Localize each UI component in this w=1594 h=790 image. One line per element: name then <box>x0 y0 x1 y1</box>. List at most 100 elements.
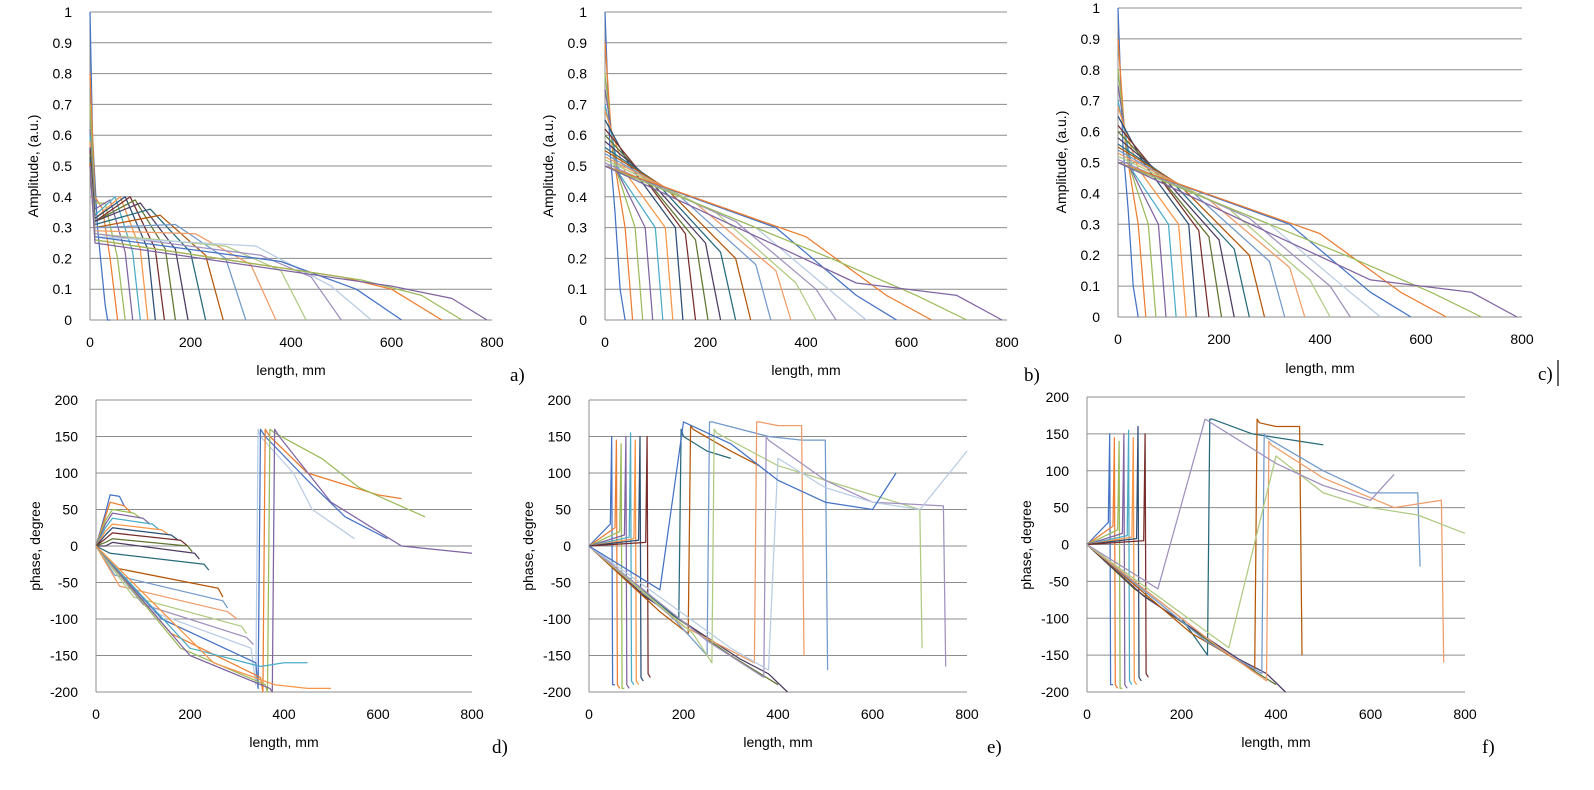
series-line-s4 <box>604 88 654 321</box>
series-line-s21 <box>89 165 488 321</box>
series-line-s10 <box>604 140 722 321</box>
y-tick-label: 0.8 <box>53 66 73 82</box>
y-tick-label: 0.2 <box>568 250 588 266</box>
tick-labels: -200 -150 -100 -50 0 50 100 150 200 0 200 400 600 800 <box>50 392 484 722</box>
grid-lines <box>588 399 967 693</box>
series-line-s5 <box>588 432 635 686</box>
series-line-s17 <box>604 165 867 321</box>
y-tick-label: 150 <box>55 429 79 445</box>
x-tick-label: 800 <box>1453 706 1477 722</box>
panel-label-a: a) <box>510 365 525 386</box>
y-tick-label: 0.3 <box>53 220 73 236</box>
y-tick-label: 0.7 <box>1081 93 1101 109</box>
series-line-s16 <box>588 435 947 679</box>
series-line-s6 <box>588 439 640 686</box>
series-line-s18 <box>604 165 897 321</box>
series-lines <box>1086 418 1466 693</box>
series-line-s13 <box>604 153 772 321</box>
y-tick-label: 0 <box>1092 309 1100 325</box>
series-line-s2 <box>588 439 621 689</box>
series-line-s16 <box>604 162 837 321</box>
panel-label-c: c) <box>1538 364 1553 385</box>
y-tick-label: 1 <box>579 4 587 20</box>
series-line-s3 <box>588 443 625 690</box>
series-line-s3 <box>95 508 142 547</box>
series-line-s20 <box>604 165 968 321</box>
y-tick-label: 0.8 <box>568 66 588 82</box>
series-line-s20 <box>1117 161 1482 318</box>
y-tick-label: 0.7 <box>568 96 588 112</box>
y-tick-label: 200 <box>1046 389 1070 405</box>
x-tick-label: 200 <box>1207 331 1231 347</box>
series-line-s18 <box>588 421 897 591</box>
x-tick-label: 400 <box>1264 706 1288 722</box>
panel-label-b: b) <box>1024 365 1040 386</box>
y-tick-label: -100 <box>543 611 571 627</box>
series-line-s8 <box>1086 433 1149 678</box>
chart-panel-e: -200 -150 -100 -50 0 50 100 150 200 0 200 400 600 800… <box>520 392 1002 758</box>
grid-lines <box>95 399 472 693</box>
chart-panel-b: 0 0.1 0.2 0.3 0.4 0.5 0.6 0.7 0.8 0.9 1 0 200 400 600 8… <box>540 4 1040 386</box>
series-line-s16 <box>1086 418 1395 590</box>
y-tick-label: 150 <box>1046 426 1070 442</box>
y-tick-label: 100 <box>548 465 572 481</box>
x-axis-title: length, mm <box>249 734 318 750</box>
series-line-s18 <box>1117 161 1412 318</box>
y-tick-label: 1 <box>64 4 72 20</box>
y-tick-label: 0.1 <box>1081 278 1101 294</box>
series-line-s11 <box>604 146 737 321</box>
series-line-s12 <box>604 150 752 321</box>
y-tick-label: 0.8 <box>1081 62 1101 78</box>
series-line-s6 <box>1086 436 1138 685</box>
series-line-s14 <box>1117 152 1306 318</box>
series-line-s3 <box>1086 440 1123 689</box>
series-line-s23 <box>95 545 331 690</box>
series-line-s4 <box>1086 433 1128 689</box>
series-line-s21 <box>604 165 1003 321</box>
y-tick-label: 0 <box>579 312 587 328</box>
x-axis-title: length, mm <box>1285 360 1354 376</box>
series-line-s16 <box>1117 158 1351 318</box>
x-tick-label: 800 <box>480 334 504 350</box>
series-line-s2 <box>1117 38 1147 318</box>
y-tick-label: 0.5 <box>1081 155 1101 171</box>
x-tick-label: 600 <box>380 334 404 350</box>
tick-labels: -200 -150 -100 -50 0 50 100 150 200 0 200 400 600 800 <box>1041 389 1477 722</box>
y-axis-title: phase, degree <box>27 501 43 591</box>
chart-panel-a: 0 0.1 0.2 0.3 0.4 0.5 0.6 0.7 0.8 0.9 1 0 200 400 600 8… <box>25 4 525 386</box>
series-line-s18 <box>95 428 388 690</box>
y-tick-label: 0 <box>563 538 571 554</box>
x-tick-label: 800 <box>995 334 1019 350</box>
y-axis-title: Amplitude, (a.u.) <box>540 115 556 218</box>
series-line-s18 <box>89 165 402 321</box>
series-line-s8 <box>588 435 651 678</box>
panel-label-d: d) <box>492 737 508 758</box>
y-tick-label: 0.3 <box>568 220 588 236</box>
y-tick-label: 100 <box>55 465 79 481</box>
tick-labels: -200 -150 -100 -50 0 50 100 150 200 0 200 400 600 800 <box>543 392 979 722</box>
series-lines <box>89 11 488 321</box>
x-tick-label: 400 <box>794 334 818 350</box>
x-tick-label: 0 <box>601 334 609 350</box>
x-tick-label: 600 <box>895 334 919 350</box>
y-tick-label: 0.4 <box>53 189 73 205</box>
x-axis-title: length, mm <box>1241 734 1310 750</box>
series-line-s16 <box>89 165 342 321</box>
series-line-s6 <box>95 523 170 547</box>
y-axis-title: Amplitude, (a.u.) <box>25 115 41 218</box>
y-tick-label: 0.5 <box>53 158 73 174</box>
y-tick-label: 0.6 <box>568 127 588 143</box>
y-tick-label: 200 <box>55 392 79 408</box>
x-tick-label: 0 <box>1114 331 1122 347</box>
series-line-s19 <box>95 428 402 693</box>
x-tick-label: 200 <box>672 706 696 722</box>
series-line-s1 <box>588 435 615 686</box>
series-line-s11 <box>588 428 731 620</box>
panel-label-f: f) <box>1482 737 1495 758</box>
x-tick-label: 800 <box>1510 331 1534 347</box>
y-tick-label: 0.3 <box>1081 216 1101 232</box>
x-tick-label: 400 <box>766 706 790 722</box>
series-line-s13 <box>1117 149 1286 318</box>
series-line-s4 <box>588 435 630 689</box>
series-line-s9 <box>95 538 193 553</box>
